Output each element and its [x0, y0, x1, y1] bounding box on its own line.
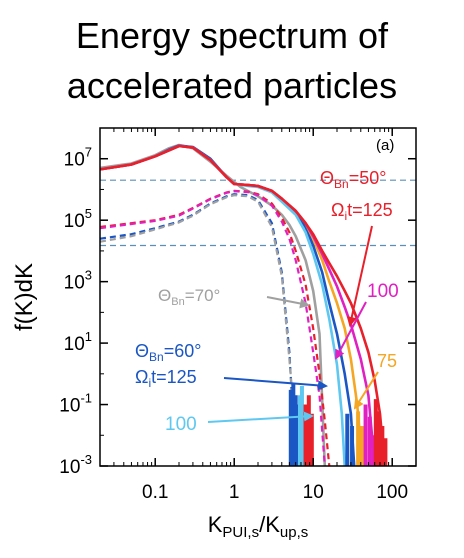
dashed-series-6: [100, 193, 297, 466]
annotation-blue-omega: Ωit=125: [135, 367, 197, 390]
y-tick-label-1: 105: [64, 206, 92, 232]
annotation-gray-theta: ΘBn=70°: [158, 286, 220, 308]
panel-label: (a): [376, 137, 394, 154]
annotation-red-theta: ΘBn=50°: [320, 168, 386, 191]
annotation-red-omega: Ωit=125: [331, 200, 393, 223]
series-4: [100, 144, 376, 466]
series-5: [100, 144, 386, 466]
svg-text:ΘBn=60°: ΘBn=60°: [135, 341, 201, 364]
x-axis-label: KPUI,s/Kup,s: [208, 512, 309, 541]
y-tick-label-3: 101: [64, 329, 92, 355]
arrow-blue: [223, 377, 328, 391]
svg-text:ΘBn=50°: ΘBn=50°: [320, 168, 386, 191]
y-tick-label-2: 103: [64, 268, 92, 294]
annotation-magenta-100: 100: [367, 281, 399, 302]
arrow-gray: [266, 296, 310, 309]
x-tick-label-0: 0.1: [142, 482, 168, 503]
y-tick-label-5: 10-3: [59, 452, 92, 478]
title-line-2: accelerated particles: [66, 65, 398, 106]
y-tick-label-4: 10-1: [59, 391, 92, 417]
x-tick-label-1: 1: [229, 482, 240, 503]
svg-text:ΘBn=70°: ΘBn=70°: [158, 286, 220, 308]
annotation-orange-75: 75: [377, 351, 397, 371]
arrow-cyan: [207, 411, 314, 423]
x-tick-label-3: 100: [376, 482, 408, 503]
title-line-1: Energy spectrum of: [75, 15, 389, 56]
arrow-magenta: [335, 301, 367, 360]
annotation-blue-theta: ΘBn=60°: [135, 341, 201, 364]
arrow-red: [346, 225, 373, 327]
svg-text:Ωit=125: Ωit=125: [331, 200, 393, 223]
y-axis-label: f(K)dK: [11, 263, 38, 331]
annotation-cyan-100: 100: [165, 414, 197, 435]
x-tick-label-2: 10: [303, 482, 324, 503]
arrow-orange: [353, 371, 379, 410]
dashed-series-9: [100, 194, 307, 466]
dashed-series-8: [100, 190, 326, 466]
svg-text:Ωit=125: Ωit=125: [135, 367, 197, 390]
y-tick-label-0: 107: [64, 145, 92, 171]
